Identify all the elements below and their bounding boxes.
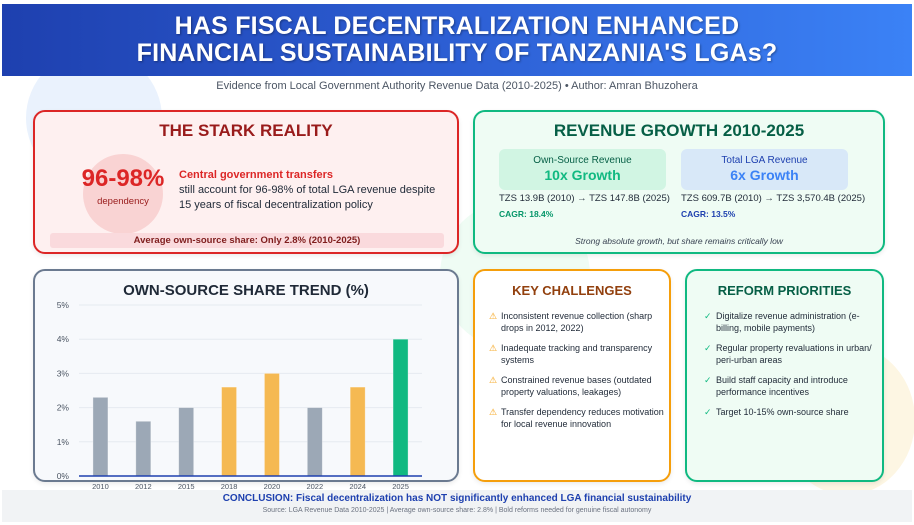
own-source-growth-box: Own-Source Revenue 10x Growth (499, 149, 666, 190)
bar-2012 (135, 420, 152, 477)
stark-reality-text: Central government transfers still accou… (179, 168, 449, 213)
total-revenue-growth-box: Total LGA Revenue 6x Growth (681, 149, 848, 190)
dependency-label: dependency (97, 196, 149, 207)
highlight-text: Central government transfers (179, 169, 334, 181)
check-icon: ✓ (704, 343, 712, 353)
reform-item-text: Regular property revaluations in urban/ … (716, 343, 872, 365)
check-icon: ✓ (704, 375, 712, 385)
footer: CONCLUSION: Fiscal decentralization has … (2, 490, 912, 522)
y-tick-label: 4% (57, 334, 70, 344)
challenge-item-text: Inconsistent revenue collection (sharp d… (501, 311, 653, 333)
bar-2022 (306, 407, 323, 477)
y-tick-label: 3% (57, 368, 70, 378)
total-revenue-growth: 6x Growth (730, 167, 799, 183)
challenge-item: ⚠ Inadequate tracking and transparency sy… (489, 342, 667, 366)
share-trend-chart: 0% 1% 2% 3% 4% 5% 2010 2012 2015 2018 2020 2022 2024… (57, 300, 422, 491)
bar-2025 (392, 338, 409, 477)
warning-icon: ⚠ (489, 311, 498, 321)
total-revenue-cagr: CAGR: 13.5% (681, 209, 736, 219)
own-source-cagr: CAGR: 18.4% (499, 209, 554, 219)
key-challenges-card: KEY CHALLENGES ⚠ Inconsistent revenue col… (473, 269, 671, 482)
challenge-item: ⚠ Transfer dependency reduces motivation … (489, 406, 667, 430)
title-line-1: HAS FISCAL DECENTRALIZATION ENHANCED (174, 12, 740, 40)
y-tick-label: 2% (57, 403, 70, 413)
challenge-item: ⚠ Inconsistent revenue collection (sharp … (489, 310, 667, 334)
share-trend-chart-card: OWN-SOURCE SHARE TREND (%) 0% 1% 2% 3% 4% 5% 2… (33, 269, 459, 491)
card-title: REVENUE GROWTH 2010-2025 (553, 121, 805, 140)
reform-priorities-card: REFORM PRIORITIES ✓ Digitalize revenue ad… (685, 269, 884, 482)
bar-2018 (221, 386, 237, 477)
dependency-value: 96-98% (81, 165, 165, 192)
y-tick-label: 1% (57, 437, 70, 447)
challenge-item-text: Constrained revenue bases (outdated prop… (501, 375, 652, 397)
page-subtitle: Evidence from Local Government Authority… (216, 80, 698, 92)
bar-2015 (178, 407, 195, 477)
challenge-item-text: Inadequate tracking and transparency sys… (501, 343, 653, 365)
reform-item: ✓ Build staff capacity and introduce perf… (704, 374, 882, 398)
reform-item: ✓ Target 10-15% own-source share (704, 406, 882, 418)
warning-icon: ⚠ (489, 343, 498, 353)
check-icon: ✓ (704, 311, 712, 321)
bar-2010 (92, 396, 109, 477)
check-icon: ✓ (704, 407, 712, 417)
warning-icon: ⚠ (489, 375, 498, 385)
header-banner: HAS FISCAL DECENTRALIZATION ENHANCED FIN… (2, 4, 912, 76)
card-title: REFORM PRIORITIES (717, 283, 852, 298)
challenge-item: ⚠ Constrained revenue bases (outdated pro… (489, 374, 667, 398)
x-tick-label: 2010 (92, 482, 109, 491)
challenge-item-text: Transfer dependency reduces motivation f… (501, 407, 664, 429)
reform-item-text: Target 10-15% own-source share (716, 407, 849, 417)
chart-title: OWN-SOURCE SHARE TREND (%) (123, 282, 369, 299)
bar-2024 (349, 386, 366, 477)
growth-note: Strong absolute growth, but share remain… (575, 236, 783, 246)
own-source-growth: 10x Growth (544, 167, 621, 183)
reform-item-text: Build staff capacity and introduce perfo… (716, 375, 848, 397)
conclusion-text: CONCLUSION: Fiscal decentralization has … (222, 493, 692, 504)
average-share-note: Average own-source share: Only 2.8% (201… (50, 233, 444, 248)
x-tick-label: 2012 (135, 482, 152, 491)
x-tick-label: 2025 (392, 482, 409, 491)
reforms-list: ✓ Digitalize revenue administration (e-bi… (704, 310, 882, 426)
total-revenue-label: Total LGA Revenue (721, 155, 808, 166)
total-revenue-range: TZS 609.7B (2010) → TZS 3,570.4B (2025) (681, 193, 866, 204)
x-tick-label: 2024 (349, 482, 366, 491)
warning-icon: ⚠ (489, 407, 498, 417)
source-text: Source: LGA Revenue Data 2010-2025 | Ave… (262, 507, 652, 514)
card-title: THE STARK REALITY (159, 121, 333, 140)
dependency-circle (83, 154, 163, 234)
x-tick-label: 2020 (264, 482, 281, 491)
title-line-2: FINANCIAL SUSTAINABILITY OF TANZANIA'S L… (136, 39, 778, 67)
body-text: still account for 96-98% of total LGA re… (179, 184, 436, 211)
challenges-list: ⚠ Inconsistent revenue collection (sharp … (489, 310, 667, 438)
x-tick-label: 2015 (178, 482, 195, 491)
x-tick-label: 2018 (221, 482, 238, 491)
y-tick-label: 5% (57, 300, 70, 310)
y-tick-label: 0% (57, 471, 70, 481)
reform-item-text: Digitalize revenue administration (e-bil… (716, 311, 860, 333)
x-tick-label: 2022 (306, 482, 323, 491)
page-title: HAS FISCAL DECENTRALIZATION ENHANCED FIN… (137, 13, 778, 67)
reform-item: ✓ Digitalize revenue administration (e-bi… (704, 310, 882, 334)
reform-item: ✓ Regular property revaluations in urban/… (704, 342, 882, 366)
revenue-growth-card: REVENUE GROWTH 2010-2025 Own-Source Reve… (473, 110, 885, 254)
stark-reality-card: THE STARK REALITY 96-98% dependency Cent… (33, 110, 459, 254)
own-source-range: TZS 13.9B (2010) → TZS 147.8B (2025) (499, 193, 670, 204)
own-source-label: Own-Source Revenue (533, 155, 632, 166)
bar-2020 (264, 373, 280, 477)
card-title: KEY CHALLENGES (512, 283, 632, 298)
